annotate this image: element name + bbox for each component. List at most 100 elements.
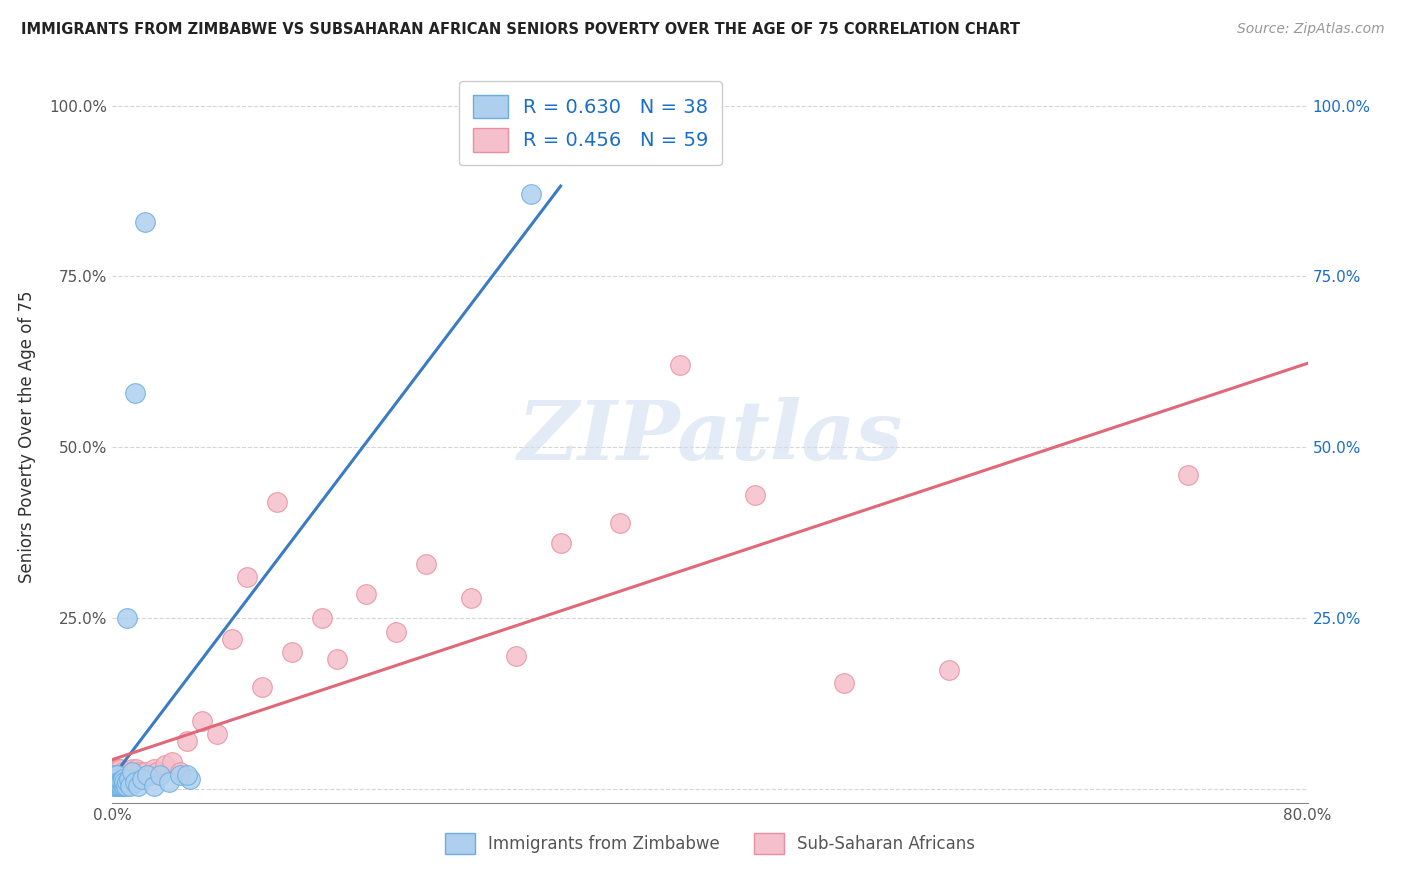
- Point: [103, 762, 125, 776]
- Legend: Immigrants from Zimbabwe, Sub-Saharan Africans: Immigrants from Zimbabwe, Sub-Saharan Af…: [439, 827, 981, 860]
- Point: [325, 652, 347, 666]
- Point: [111, 765, 134, 780]
- Point: [520, 187, 543, 202]
- Point: [121, 762, 143, 776]
- Point: [108, 779, 131, 793]
- Point: [108, 768, 131, 782]
- Point: [110, 775, 132, 789]
- Point: [169, 765, 191, 780]
- Point: [104, 775, 127, 789]
- Point: [104, 775, 127, 789]
- Point: [107, 768, 129, 782]
- Point: [111, 779, 134, 793]
- Point: [128, 765, 150, 780]
- Point: [169, 768, 191, 782]
- Point: [134, 215, 156, 229]
- Point: [110, 779, 132, 793]
- Point: [104, 779, 127, 793]
- Point: [107, 762, 129, 776]
- Point: [460, 591, 482, 605]
- Point: [550, 536, 572, 550]
- Point: [143, 779, 166, 793]
- Point: [115, 779, 138, 793]
- Point: [176, 768, 198, 782]
- Point: [104, 772, 127, 786]
- Point: [114, 775, 135, 789]
- Point: [121, 765, 143, 780]
- Point: [266, 495, 288, 509]
- Point: [108, 775, 131, 789]
- Point: [117, 611, 139, 625]
- Point: [105, 775, 128, 789]
- Point: [104, 762, 127, 776]
- Point: [117, 775, 139, 789]
- Point: [146, 765, 169, 780]
- Point: [103, 775, 125, 789]
- Point: [117, 768, 139, 782]
- Point: [143, 762, 166, 776]
- Point: [110, 775, 132, 789]
- Point: [120, 772, 142, 786]
- Text: Source: ZipAtlas.com: Source: ZipAtlas.com: [1237, 22, 1385, 37]
- Text: IMMIGRANTS FROM ZIMBABWE VS SUBSAHARAN AFRICAN SENIORS POVERTY OVER THE AGE OF 7: IMMIGRANTS FROM ZIMBABWE VS SUBSAHARAN A…: [21, 22, 1021, 37]
- Point: [191, 714, 214, 728]
- Y-axis label: Seniors Poverty Over the Age of 75: Seniors Poverty Over the Age of 75: [18, 291, 35, 583]
- Point: [111, 775, 134, 789]
- Point: [105, 779, 128, 793]
- Point: [104, 768, 127, 782]
- Point: [110, 768, 132, 782]
- Point: [938, 663, 960, 677]
- Point: [103, 768, 125, 782]
- Point: [105, 768, 128, 782]
- Point: [131, 772, 153, 786]
- Point: [124, 768, 146, 782]
- Point: [120, 779, 142, 793]
- Point: [669, 359, 692, 373]
- Point: [103, 775, 125, 789]
- Point: [107, 775, 129, 789]
- Point: [139, 768, 162, 782]
- Point: [281, 645, 304, 659]
- Point: [505, 648, 527, 663]
- Text: ZIPatlas: ZIPatlas: [517, 397, 903, 477]
- Point: [118, 765, 141, 780]
- Point: [131, 772, 153, 786]
- Point: [744, 488, 766, 502]
- Point: [115, 772, 138, 786]
- Point: [176, 734, 198, 748]
- Point: [157, 775, 180, 789]
- Point: [250, 680, 273, 694]
- Point: [118, 772, 141, 786]
- Point: [135, 768, 157, 782]
- Point: [111, 772, 134, 786]
- Point: [609, 516, 631, 530]
- Point: [124, 775, 146, 789]
- Point: [415, 557, 437, 571]
- Point: [105, 768, 128, 782]
- Point: [103, 768, 125, 782]
- Point: [103, 779, 125, 793]
- Point: [134, 765, 156, 780]
- Point: [179, 772, 201, 786]
- Point: [162, 755, 183, 769]
- Point: [114, 779, 135, 793]
- Point: [834, 676, 856, 690]
- Point: [105, 775, 128, 789]
- Point: [107, 779, 129, 793]
- Point: [1177, 467, 1199, 482]
- Point: [124, 385, 146, 400]
- Point: [385, 624, 408, 639]
- Point: [114, 775, 135, 789]
- Point: [236, 570, 259, 584]
- Point: [153, 758, 176, 772]
- Point: [108, 775, 131, 789]
- Point: [205, 727, 228, 741]
- Point: [108, 762, 131, 776]
- Point: [221, 632, 243, 646]
- Point: [114, 768, 135, 782]
- Point: [107, 775, 129, 789]
- Point: [311, 611, 333, 625]
- Point: [127, 779, 149, 793]
- Point: [125, 762, 148, 776]
- Point: [105, 762, 128, 776]
